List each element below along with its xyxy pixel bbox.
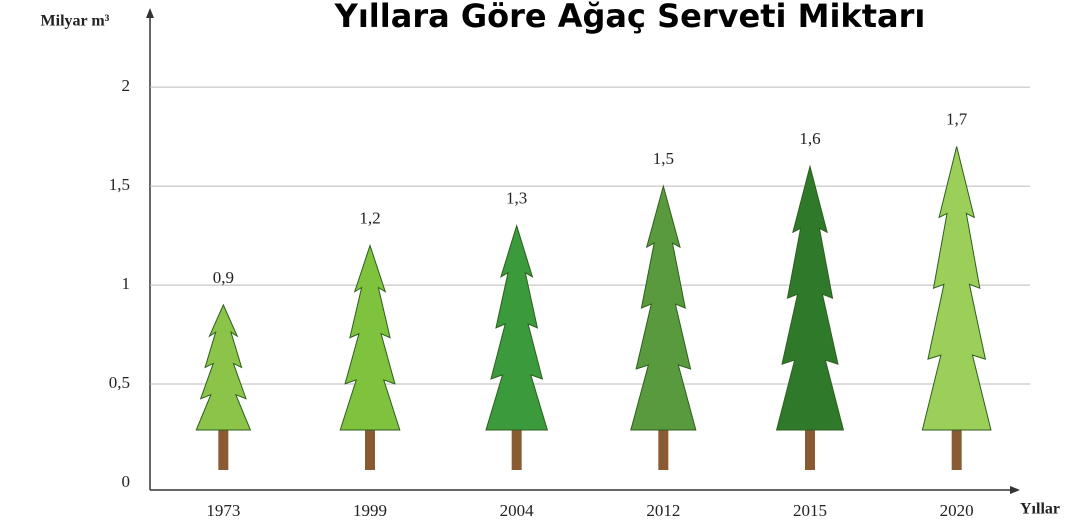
x-tick-label: 1973 xyxy=(206,501,240,520)
x-tick-label: 2020 xyxy=(940,501,974,520)
y-axis-label: Milyar m³ xyxy=(41,13,110,30)
chart: Yıllara Göre Ağaç Serveti Miktarı Milyar… xyxy=(0,0,1069,527)
y-tick-label: 1,5 xyxy=(109,175,130,194)
y-axis-arrow xyxy=(146,8,154,18)
value-label: 0,9 xyxy=(213,268,234,287)
chart-title: Yıllara Göre Ağaç Serveti Miktarı xyxy=(334,0,926,35)
x-axis-label: Yıllar xyxy=(1020,501,1060,518)
x-tick-label: 2012 xyxy=(646,501,680,520)
value-label: 1,6 xyxy=(799,129,820,148)
x-tick-label: 1999 xyxy=(353,501,387,520)
y-tick-label: 2 xyxy=(122,76,131,95)
tree xyxy=(486,226,547,430)
tree xyxy=(777,166,844,430)
value-label: 1,7 xyxy=(946,109,968,128)
tree xyxy=(196,305,250,430)
y-tick-label: 1 xyxy=(122,274,131,293)
x-tick-label: 2015 xyxy=(793,501,827,520)
tree xyxy=(631,186,696,430)
value-label: 1,5 xyxy=(653,149,674,168)
tree xyxy=(922,147,991,430)
value-label: 1,2 xyxy=(359,208,380,227)
tree xyxy=(340,246,400,431)
y-tick-label: 0,5 xyxy=(109,373,130,392)
x-axis-arrow xyxy=(1010,486,1020,494)
value-label: 1,3 xyxy=(506,189,527,208)
y-tick-label: 0 xyxy=(122,472,131,491)
x-tick-label: 2004 xyxy=(500,501,535,520)
